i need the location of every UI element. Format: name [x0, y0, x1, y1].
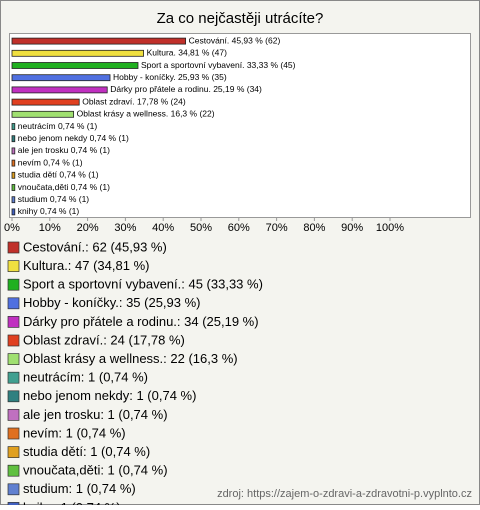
legend-label: studia dětí: 1 (0,74 %) [23, 444, 150, 459]
data-label: Dárky pro přátele a rodinu. 25,19 % (34) [110, 84, 262, 94]
legend-swatch [7, 241, 20, 254]
bar [11, 110, 75, 118]
data-label: Hobby - koníčky. 25,93 % (35) [113, 72, 227, 82]
x-tick-label: 70% [266, 222, 288, 234]
x-tick-label: 80% [303, 222, 325, 234]
data-label: Kultura. 34,81 % (47) [147, 48, 227, 58]
data-label: nevím 0,74 % (1) [18, 157, 83, 167]
legend-label: nebo jenom nekdy: 1 (0,74 %) [23, 388, 196, 403]
legend-swatch [7, 464, 20, 477]
data-label: studia dětí 0,74 % (1) [18, 170, 99, 180]
legend-label: Hobby - koníčky.: 35 (25,93 %) [23, 295, 201, 310]
data-label: ale jen trosku 0,74 % (1) [18, 145, 110, 155]
data-label: knihy 0,74 % (1) [18, 206, 80, 216]
legend-swatch [7, 371, 20, 384]
data-label: Sport a sportovní vybavení. 33,33 % (45) [141, 60, 296, 70]
source: zdroj: https://zajem-o-zdravi-a-zdravotn… [217, 488, 472, 500]
data-label: studium 0,74 % (1) [18, 194, 90, 204]
bar [11, 49, 144, 57]
legend-label: Oblast krásy a wellness.: 22 (16,3 %) [23, 351, 238, 366]
x-tick-label: 50% [190, 222, 212, 234]
bar [11, 123, 16, 130]
data-label: Oblast zdraví. 17,78 % (24) [82, 96, 186, 106]
bar [11, 147, 16, 155]
data-label: neutrácím 0,74 % (1) [18, 121, 98, 131]
legend-label: Kultura.: 47 (34,81 %) [23, 258, 149, 273]
data-label: Oblast krásy a wellness. 16,3 % (22) [77, 109, 215, 119]
x-tick-label: 30% [114, 222, 136, 234]
x-tick-label: 0% [4, 222, 20, 234]
bar [11, 62, 139, 69]
bar [11, 208, 16, 216]
legend-swatch [7, 409, 20, 421]
legend-swatch [7, 334, 20, 347]
bar [11, 184, 16, 191]
data-label: vnoučata,děti 0,74 % (1) [18, 182, 110, 192]
legend-label: nevím: 1 (0,74 %) [23, 425, 126, 440]
bar [11, 171, 16, 179]
legend-swatch [7, 390, 20, 403]
legend-label: Dárky pro přátele a rodinu.: 34 (25,19 %… [23, 314, 259, 329]
x-tick-label: 40% [152, 222, 174, 234]
legend-label: ale jen trosku: 1 (0,74 %) [23, 407, 168, 422]
data-label: nebo jenom nekdy 0,74 % (1) [18, 133, 129, 143]
bar [11, 196, 16, 204]
bar [11, 37, 187, 45]
legend-swatch [7, 353, 20, 365]
legend-label: Cestování.: 62 (45,93 %) [23, 239, 167, 254]
legend-swatch [7, 260, 20, 272]
legend-label: neutrácím: 1 (0,74 %) [23, 370, 148, 385]
legend-swatch [7, 278, 20, 291]
legend-label: studium: 1 (0,74 %) [23, 481, 136, 496]
x-tick-label: 90% [341, 222, 363, 234]
x-tick-label: 60% [228, 222, 250, 234]
legend-label: knihy: 1 (0,74 %) [23, 500, 121, 505]
legend-swatch [7, 297, 20, 310]
legend-label: Sport a sportovní vybavení.: 45 (33,33 %… [23, 277, 263, 292]
legend-label: vnoučata,děti: 1 (0,74 %) [23, 463, 168, 478]
bar [11, 159, 16, 167]
legend-swatch [7, 427, 20, 440]
bar [11, 98, 80, 106]
legend-swatch [7, 483, 20, 496]
bar [11, 86, 108, 94]
bar [11, 135, 16, 143]
bar [11, 74, 111, 82]
x-tick-label: 100% [376, 222, 404, 234]
chart-title: Za co nejčastěji utrácíte? [157, 10, 324, 27]
legend-swatch [7, 316, 20, 328]
data-label: Cestování. 45,93 % (62) [189, 35, 281, 45]
legend-label: Oblast zdraví.: 24 (17,78 %) [23, 332, 185, 347]
x-tick-label: 20% [77, 222, 99, 234]
x-tick-label: 10% [39, 222, 61, 234]
legend-swatch [7, 446, 20, 458]
